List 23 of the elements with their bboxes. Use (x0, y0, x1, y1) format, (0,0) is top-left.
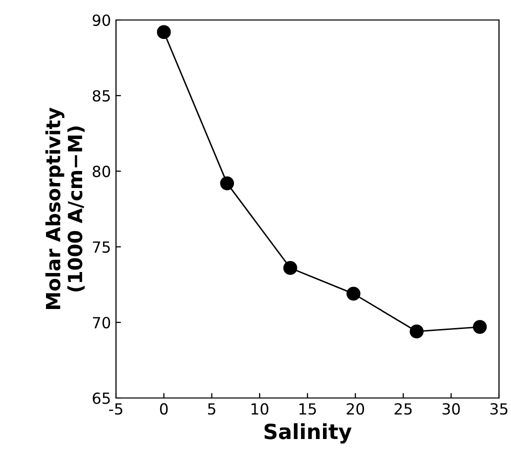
x-tick-label: 30 (442, 403, 460, 415)
point (410, 324, 424, 338)
x-tick-label: 0 (160, 403, 168, 415)
x-tick-label: 25 (394, 403, 412, 415)
point (346, 286, 360, 301)
x-tick-label: 20 (346, 403, 364, 415)
y-tick-label: 65 (92, 392, 110, 404)
point (283, 261, 298, 275)
y-axis-title: Molar Absorptivity (1000 A/cm−M) (45, 108, 85, 309)
y-tick-label: 85 (92, 90, 110, 102)
y-tick-label: 75 (92, 241, 110, 253)
x-axis-title: Salinity (264, 423, 352, 444)
x-tick-label: 35 (490, 403, 508, 415)
y-tick-label: 90 (92, 14, 110, 26)
x-tick-label: 10 (252, 403, 268, 415)
x-tick-label: -5 (109, 403, 122, 415)
point (156, 25, 171, 40)
x-tick-label: 15 (299, 403, 316, 415)
point (220, 176, 234, 190)
point (472, 320, 487, 334)
y-tick-label: 80 (92, 166, 110, 178)
y-tick-label: 70 (92, 316, 110, 328)
x-tick-label: 5 (208, 403, 216, 415)
